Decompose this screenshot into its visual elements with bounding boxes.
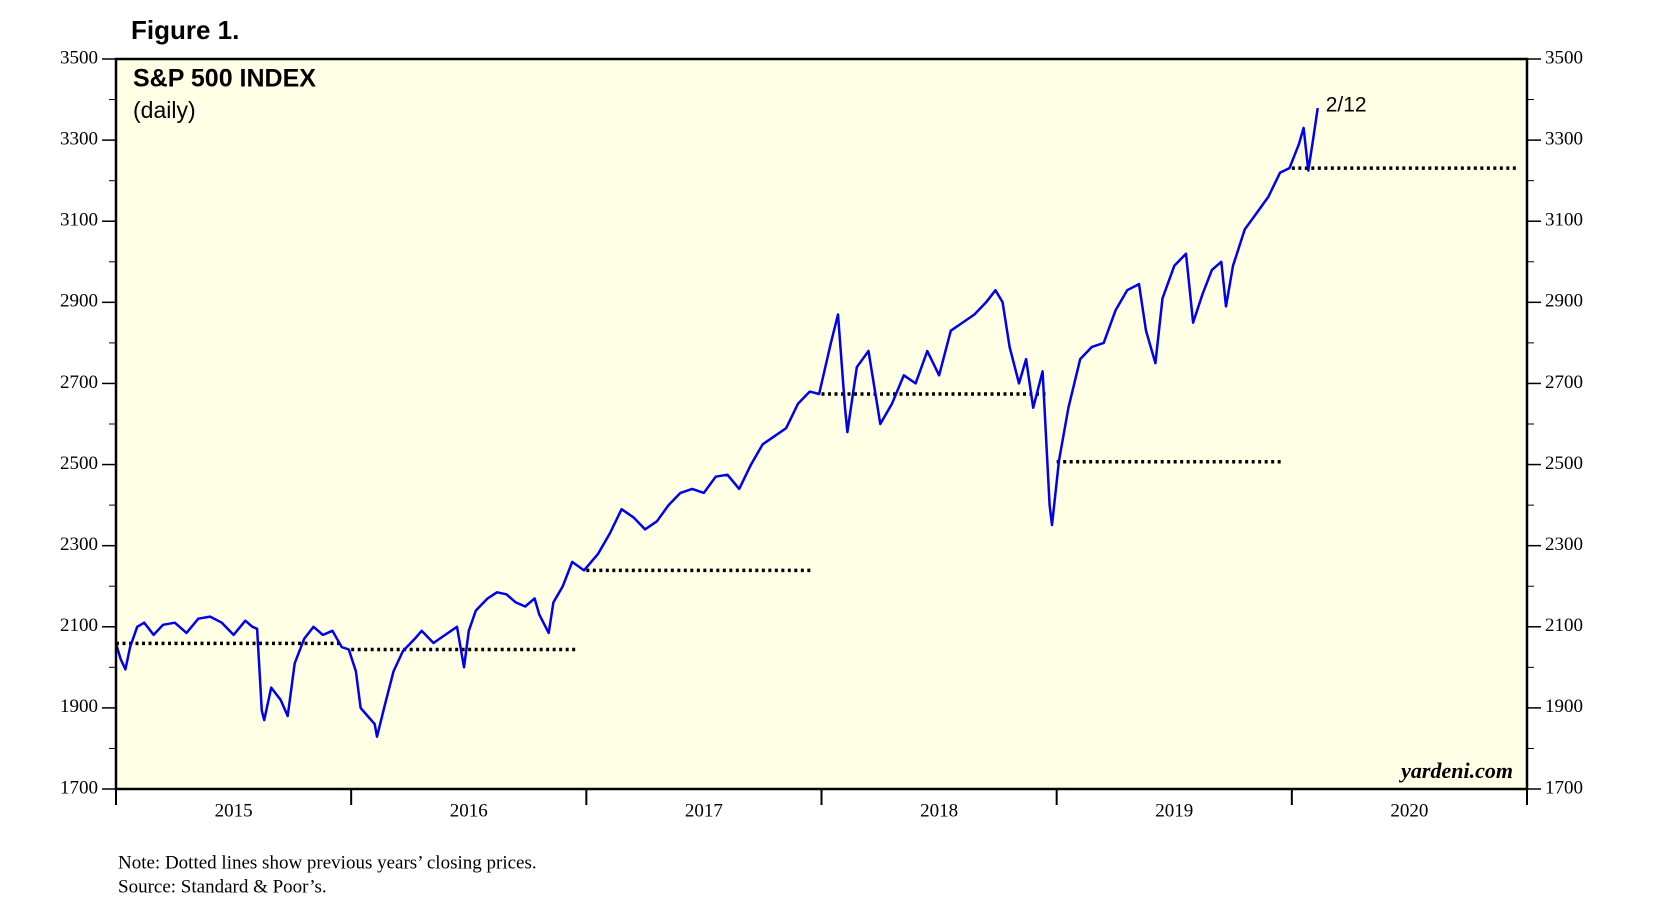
y2-tick-label: 2900 [1545,291,1583,312]
y2-tick-label: 3300 [1545,128,1583,149]
figure-label: Figure 1. [131,15,239,45]
y2-tick-label: 3100 [1545,210,1583,231]
y-tick-label: 2100 [60,615,98,636]
y-tick-label: 1900 [60,696,98,717]
x-tick-label: 2015 [215,800,253,821]
plot-border [114,57,1529,791]
plot-area [116,59,1527,789]
y2-tick-label: 1900 [1545,696,1583,717]
y-tick-label: 2900 [60,291,98,312]
y-tick-label: 3500 [60,47,98,68]
x-tick-label: 2017 [685,800,723,821]
y2-tick-label: 2100 [1545,615,1583,636]
y2-tick-label: 2700 [1545,372,1583,393]
y-tick-label: 2300 [60,534,98,555]
x-tick-label: 2019 [1155,800,1193,821]
x-tick-label: 2016 [450,800,488,821]
y-tick-label: 3100 [60,210,98,231]
y-tick-label: 2700 [60,372,98,393]
chart-title: S&P 500 INDEX [133,65,316,93]
series-line [114,107,1319,738]
y-tick-label: 3300 [60,128,98,149]
note: Note: Dotted lines show previous years’ … [118,852,537,873]
y-tick-label: 2500 [60,453,98,474]
source: Source: Standard & Poor’s. [118,876,327,897]
y-tick-label: 1700 [60,777,98,798]
y2-tick-label: 3500 [1545,47,1583,68]
y2-tick-label: 1700 [1545,777,1583,798]
y2-tick-label: 2300 [1545,534,1583,555]
x-tick-label: 2018 [920,800,958,821]
annotation: 2/12 [1326,94,1367,117]
x-tick-label: 2020 [1390,800,1428,821]
chart-subtitle: (daily) [133,97,196,123]
watermark: yardeni.com [1398,758,1513,783]
y2-tick-label: 2500 [1545,453,1583,474]
